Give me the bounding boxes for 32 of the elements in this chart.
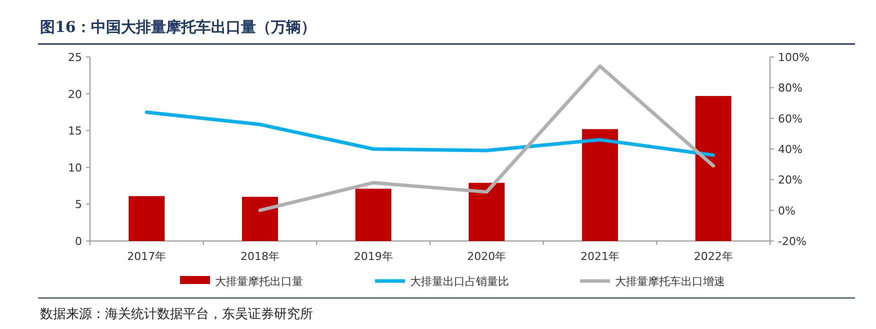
x-tick-label: 2021年 <box>580 250 620 263</box>
bar <box>355 188 392 241</box>
y-tick-label: 5 <box>75 198 82 212</box>
y-tick-label: 15 <box>68 124 82 138</box>
x-tick-label: 2022年 <box>694 250 733 263</box>
legend-label: 大排量摩托车出口增速 <box>615 275 725 288</box>
x-tick-label: 2020年 <box>467 250 506 263</box>
chart-title: 图16：中国大排量摩托车出口量（万辆） <box>40 18 316 36</box>
y2-tick-label: 40% <box>778 143 802 156</box>
y2-tick-label: 20% <box>778 174 802 187</box>
bar <box>582 129 618 241</box>
y2-tick-label: 100% <box>778 51 810 64</box>
bar <box>242 196 278 241</box>
y-tick-label: 10 <box>68 161 82 174</box>
x-tick-label: 2019年 <box>354 250 393 263</box>
bar <box>128 196 165 241</box>
legend-label: 大排量摩托出口量 <box>215 275 303 288</box>
y-tick-label: 20 <box>68 88 82 101</box>
y2-tick-label: 0% <box>778 204 796 218</box>
line-series <box>258 64 716 212</box>
y2-tick-label: 80% <box>778 82 802 95</box>
x-tick-label: 2018年 <box>240 250 280 263</box>
y-tick-label: 25 <box>68 51 82 64</box>
x-tick-label: 2017年 <box>127 250 166 263</box>
y2-tick-label: -20% <box>778 235 806 248</box>
bar <box>468 182 505 241</box>
source-note: 数据来源：海关统计数据平台，东吴证券研究所 <box>40 307 313 322</box>
y2-tick-label: 60% <box>778 112 802 126</box>
bar <box>695 96 732 241</box>
y-tick-label: 0 <box>75 235 82 248</box>
line-series <box>144 110 716 157</box>
legend-label: 大排量出口占销量比 <box>410 275 509 288</box>
